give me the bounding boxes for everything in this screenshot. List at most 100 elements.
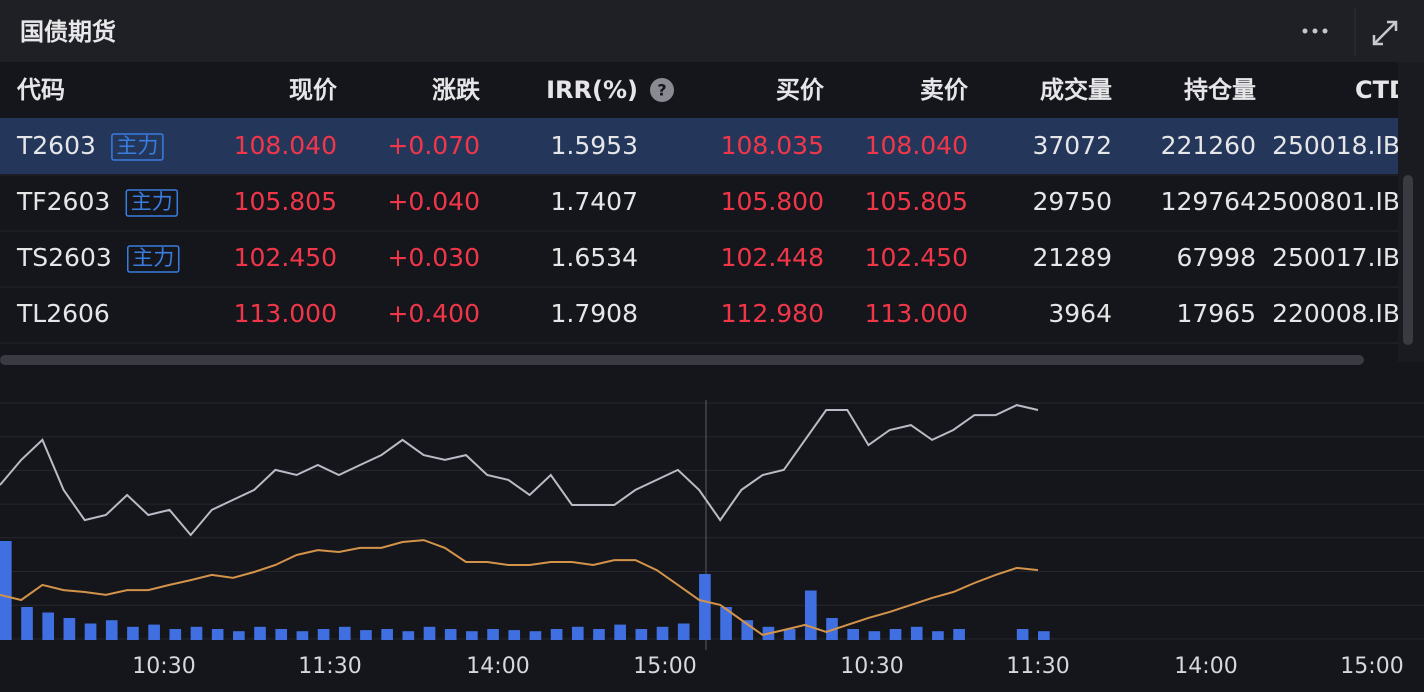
- price-line: [0, 539, 1039, 636]
- cell: 220008.IB: [1272, 299, 1400, 328]
- column-header: 卖价: [920, 76, 969, 104]
- column-header: 持仓量: [1184, 76, 1256, 104]
- badge-label: 主力: [116, 134, 158, 158]
- volume-bar: [190, 626, 203, 640]
- cell: 1.7908: [551, 299, 638, 328]
- volume-bar: [1016, 629, 1029, 640]
- selected-row: [0, 118, 1398, 174]
- volume-bar: [804, 590, 817, 640]
- volume-bar: [105, 620, 118, 640]
- volume-bar: [296, 631, 309, 640]
- panel-title: 国债期货: [20, 18, 116, 46]
- volume-bar: [0, 541, 12, 640]
- volume-bar: [699, 574, 711, 640]
- volume-bar: [444, 629, 457, 640]
- volume-bar: [148, 624, 160, 640]
- column-header: 涨跌: [432, 76, 481, 104]
- column-header: CTD: [1355, 76, 1409, 104]
- cell: 113.000: [234, 299, 337, 328]
- badge-label: 主力: [132, 246, 174, 270]
- cell: 17965: [1176, 299, 1256, 328]
- volume-bar: [889, 629, 902, 640]
- volume-bar: [1038, 631, 1050, 640]
- h-scrollbar[interactable]: [0, 355, 1364, 365]
- cell: 1.7407: [551, 187, 638, 216]
- volume-bar: [487, 629, 499, 640]
- volume-bar: [466, 631, 478, 640]
- volume-bar: [508, 630, 521, 640]
- x-tick-label: 11:30: [1006, 654, 1069, 679]
- cell: 105.800: [721, 187, 824, 216]
- column-header: 买价: [776, 76, 825, 104]
- x-tick-label: 15:00: [633, 654, 696, 679]
- cell: 21289: [1032, 243, 1112, 272]
- volume-bar: [741, 620, 754, 640]
- help-icon-mark: ?: [657, 81, 666, 100]
- price-line: [0, 404, 1039, 537]
- volume-bar: [656, 626, 669, 640]
- volume-bar: [84, 623, 97, 640]
- cell: 105.805: [234, 187, 337, 216]
- volume-bar: [635, 629, 648, 640]
- cell: 105.805: [865, 187, 968, 216]
- cell: 1.6534: [551, 243, 638, 272]
- volume-bar: [317, 629, 330, 640]
- x-tick-label: 14:00: [1174, 654, 1237, 679]
- more-button[interactable]: [1302, 28, 1328, 34]
- cell: +0.400: [387, 299, 480, 328]
- volume-bar: [571, 626, 584, 640]
- volume-bar: [953, 629, 965, 640]
- help-icon: [650, 78, 674, 102]
- cell: +0.040: [387, 187, 480, 216]
- volume-bar: [275, 629, 288, 640]
- volume-bar: [127, 626, 139, 640]
- v-scrollbar[interactable]: [1403, 175, 1413, 345]
- cell: 2500801.IB: [1256, 187, 1400, 216]
- x-tick-label: 11:30: [298, 654, 361, 679]
- x-tick-label: 15:00: [1340, 654, 1403, 679]
- volume-bar: [402, 631, 415, 640]
- badge-label: 主力: [131, 190, 173, 214]
- badge: [125, 189, 179, 217]
- column-header: 代码: [16, 76, 65, 104]
- cell: 29750: [1032, 187, 1112, 216]
- volume-bar: [169, 629, 182, 640]
- badge: [111, 133, 164, 161]
- x-tick-label: 14:00: [466, 654, 529, 679]
- volume-bar: [529, 631, 542, 640]
- cell: 102.450: [865, 243, 968, 272]
- badge: [127, 245, 180, 273]
- contract-code: TL2606: [16, 299, 110, 328]
- cell: 108.040: [865, 131, 968, 160]
- cell: 221260: [1161, 131, 1256, 160]
- x-tick-label: 10:30: [840, 654, 903, 679]
- volume-bar: [614, 624, 626, 640]
- cell: 129764: [1161, 187, 1256, 216]
- volume-bar: [63, 618, 76, 640]
- volume-bar: [783, 629, 796, 640]
- volume-bar: [42, 612, 55, 640]
- column-header: IRR(%): [546, 76, 638, 104]
- cell: 108.040: [234, 131, 337, 160]
- volume-bar: [720, 607, 732, 640]
- volume-bar: [847, 629, 859, 640]
- expand-button[interactable]: [1372, 20, 1398, 46]
- header-bar: [0, 0, 1424, 62]
- cell: 113.000: [865, 299, 968, 328]
- cell: 67998: [1176, 243, 1256, 272]
- cell: +0.030: [387, 243, 480, 272]
- contract-code: TF2603: [16, 187, 110, 216]
- cell: 102.448: [721, 243, 824, 272]
- volume-bar: [868, 631, 881, 640]
- x-tick-label: 10:30: [132, 654, 195, 679]
- volume-bar: [932, 631, 944, 640]
- volume-bar: [423, 626, 436, 640]
- cell: 1.5953: [551, 131, 638, 160]
- volume-bar: [254, 626, 266, 640]
- cell: 250017.IB: [1272, 243, 1400, 272]
- column-header: 成交量: [1040, 76, 1112, 104]
- volume-bar: [338, 626, 351, 640]
- contract-code: TS2603: [16, 243, 112, 272]
- column-header: 现价: [289, 76, 338, 104]
